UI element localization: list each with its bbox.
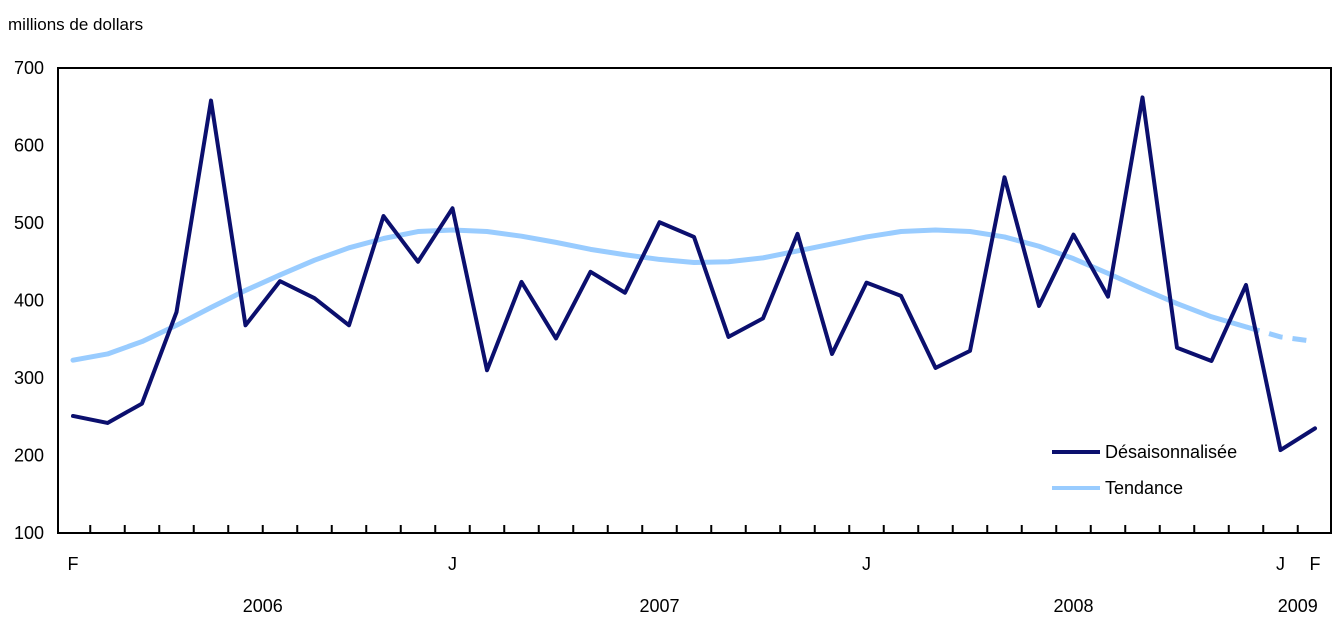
legend-label-desaisonnalisee: Désaisonnalisée	[1105, 442, 1237, 462]
y-axis-unit-label: millions de dollars	[8, 15, 143, 34]
data-point-desaisonnalisee	[485, 368, 489, 372]
data-point-desaisonnalisee	[1279, 448, 1283, 452]
data-point-tendance	[1244, 325, 1248, 329]
legend: Désaisonnalisée Tendance	[1052, 442, 1237, 498]
data-point-desaisonnalisee	[313, 296, 317, 300]
data-point-tendance	[520, 234, 524, 238]
data-point-desaisonnalisee	[865, 281, 869, 285]
data-point-desaisonnalisee	[968, 349, 972, 353]
x-year-label-2008: 2008	[1053, 596, 1093, 616]
x-year-label-2006: 2006	[243, 596, 283, 616]
data-point-desaisonnalisee	[727, 335, 731, 339]
x-year-label-2009: 2009	[1278, 596, 1318, 616]
data-point-tendance	[451, 228, 455, 232]
data-point-desaisonnalisee	[1141, 95, 1145, 99]
data-point-tendance	[899, 230, 903, 234]
data-point-desaisonnalisee	[692, 235, 696, 239]
data-point-desaisonnalisee	[899, 294, 903, 298]
data-point-tendance	[313, 258, 317, 262]
data-point-desaisonnalisee	[382, 214, 386, 218]
plot-area-frame	[57, 67, 1332, 534]
data-point-desaisonnalisee	[175, 310, 179, 314]
x-year-label-2007: 2007	[639, 596, 679, 616]
data-point-tendance	[1037, 244, 1041, 248]
data-point-tendance	[589, 247, 593, 251]
data-point-desaisonnalisee	[589, 270, 593, 274]
data-point-desaisonnalisee	[761, 316, 765, 320]
data-point-desaisonnalisee	[451, 206, 455, 210]
x-month-label: J	[1276, 554, 1285, 574]
data-point-desaisonnalisee	[1175, 346, 1179, 350]
data-point-desaisonnalisee	[1106, 295, 1110, 299]
x-month-label: J	[862, 554, 871, 574]
data-point-tendance	[1003, 235, 1007, 239]
x-month-label: F	[1310, 554, 1321, 574]
data-point-tendance	[347, 246, 351, 250]
data-point-desaisonnalisee	[520, 280, 524, 284]
x-month-label: F	[68, 554, 79, 574]
data-point-tendance	[934, 228, 938, 232]
data-point-desaisonnalisee	[1210, 359, 1214, 363]
y-tick-label-100: 100	[14, 523, 44, 543]
data-point-desaisonnalisee	[1072, 233, 1076, 237]
data-point-tendance	[865, 235, 869, 239]
data-point-desaisonnalisee	[106, 421, 110, 425]
data-point-tendance	[658, 257, 662, 261]
data-point-tendance	[175, 323, 179, 327]
data-point-desaisonnalisee	[934, 366, 938, 370]
data-point-tendance	[1141, 287, 1145, 291]
data-point-tendance	[209, 305, 213, 309]
data-point-desaisonnalisee	[830, 352, 834, 356]
data-point-desaisonnalisee	[71, 414, 75, 418]
data-point-tendance	[623, 253, 627, 257]
data-point-tendance	[968, 230, 972, 234]
data-point-tendance	[416, 230, 420, 234]
data-point-desaisonnalisee	[554, 336, 558, 340]
y-tick-label-200: 200	[14, 446, 44, 466]
data-point-tendance	[1279, 335, 1283, 339]
y-tick-label-700: 700	[14, 58, 44, 78]
data-point-desaisonnalisee	[140, 402, 144, 406]
data-point-tendance	[1072, 257, 1076, 261]
x-month-label: J	[448, 554, 457, 574]
data-point-tendance	[830, 242, 834, 246]
y-tick-label-400: 400	[14, 291, 44, 311]
data-point-desaisonnalisee	[1244, 283, 1248, 287]
data-point-tendance	[796, 249, 800, 253]
data-point-tendance	[71, 358, 75, 362]
data-point-tendance	[692, 261, 696, 265]
y-tick-label-500: 500	[14, 213, 44, 233]
data-point-tendance	[727, 260, 731, 264]
data-point-tendance	[1210, 315, 1214, 319]
data-point-desaisonnalisee	[658, 220, 662, 224]
data-point-desaisonnalisee	[416, 260, 420, 264]
data-point-desaisonnalisee	[623, 291, 627, 295]
data-point-desaisonnalisee	[209, 99, 213, 103]
data-point-desaisonnalisee	[796, 232, 800, 236]
legend-label-tendance: Tendance	[1105, 478, 1183, 498]
data-point-tendance	[1313, 340, 1317, 344]
data-point-tendance	[1106, 271, 1110, 275]
data-point-tendance	[1175, 302, 1179, 306]
data-point-tendance	[106, 352, 110, 356]
y-tick-label-300: 300	[14, 368, 44, 388]
y-tick-label-600: 600	[14, 136, 44, 156]
data-point-tendance	[554, 240, 558, 244]
series-line-desaisonnalisee	[71, 95, 1317, 453]
series-line-tendance	[70, 227, 1249, 363]
data-point-desaisonnalisee	[1003, 175, 1007, 179]
data-point-tendance	[485, 230, 489, 234]
data-point-desaisonnalisee	[244, 323, 248, 327]
data-point-desaisonnalisee	[278, 279, 282, 283]
series-line-tendance-dashed	[1245, 324, 1316, 345]
data-point-tendance	[140, 340, 144, 344]
data-point-tendance	[278, 273, 282, 277]
data-point-desaisonnalisee	[1313, 426, 1317, 430]
data-point-desaisonnalisee	[1037, 304, 1041, 308]
data-point-tendance	[382, 237, 386, 241]
data-point-tendance	[761, 256, 765, 260]
data-point-tendance	[244, 288, 248, 292]
data-point-desaisonnalisee	[347, 323, 351, 327]
